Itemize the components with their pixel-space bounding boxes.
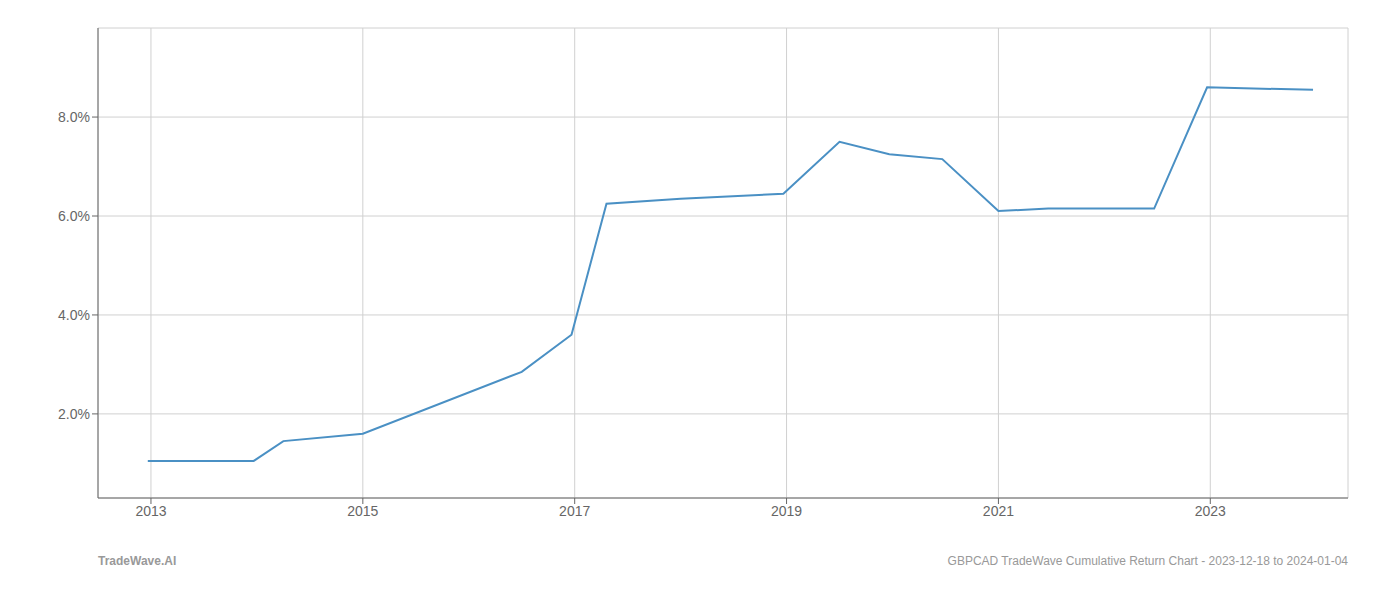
svg-text:2015: 2015	[347, 503, 378, 519]
svg-text:4.0%: 4.0%	[58, 307, 90, 323]
svg-text:2021: 2021	[983, 503, 1014, 519]
svg-text:2023: 2023	[1195, 503, 1226, 519]
svg-text:2013: 2013	[135, 503, 166, 519]
svg-text:2.0%: 2.0%	[58, 406, 90, 422]
svg-text:8.0%: 8.0%	[58, 109, 90, 125]
svg-text:2017: 2017	[559, 503, 590, 519]
html-text:TradeWave.AI: TradeWave.AI	[98, 554, 177, 568]
html-text:GBPCAD TradeWave Cumulative Re: GBPCAD TradeWave Cumulative Return Chart…	[947, 554, 1348, 568]
svg-text:2019: 2019	[771, 503, 802, 519]
svg-text:6.0%: 6.0%	[58, 208, 90, 224]
